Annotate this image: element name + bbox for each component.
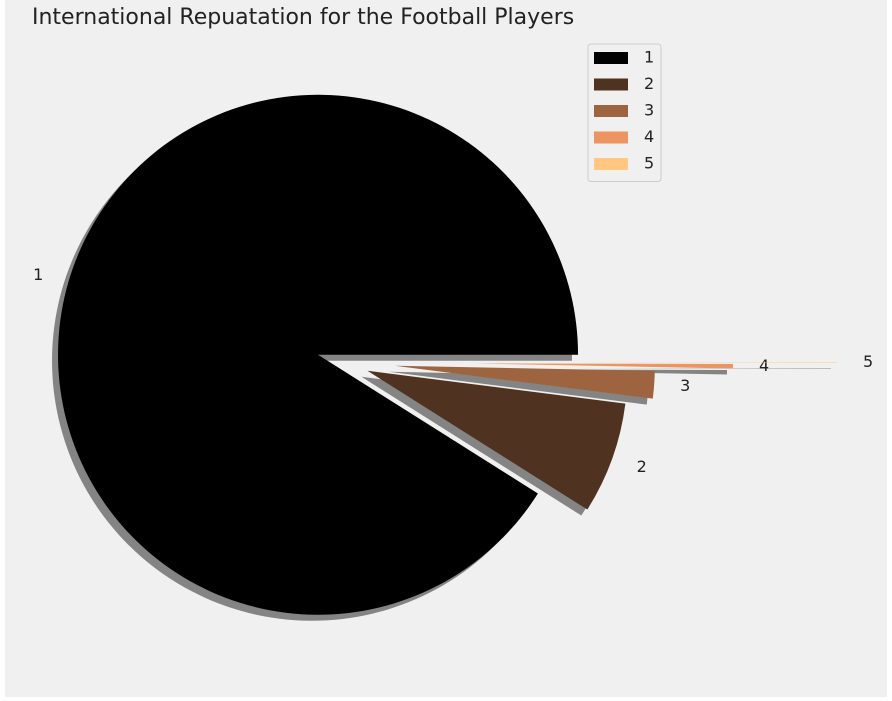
slice-label: 5 (863, 352, 873, 371)
legend-swatch (594, 158, 628, 170)
slice-label: 4 (759, 356, 769, 375)
chart-title: International Repuatation for the Footba… (32, 5, 574, 30)
legend-label: 3 (644, 101, 654, 120)
legend-swatch (594, 78, 628, 91)
pie-slice (367, 370, 626, 510)
legend-swatch (594, 52, 628, 64)
slice-label: 2 (637, 457, 647, 476)
legend-swatch (594, 105, 628, 117)
pie-slice (394, 365, 655, 399)
pie-slice (58, 94, 579, 615)
legend-swatch (594, 131, 628, 144)
pie-slice (472, 363, 733, 369)
legend-label: 2 (644, 74, 654, 93)
legend-label: 4 (644, 127, 654, 146)
slice-shadow (570, 368, 831, 369)
slice-label: 1 (33, 265, 43, 284)
slice-label: 3 (680, 376, 690, 395)
legend: 1 2 3 4 5 (587, 43, 662, 182)
legend-label: 5 (644, 154, 654, 173)
legend-label: 1 (644, 48, 654, 67)
pie-slice (576, 362, 837, 363)
